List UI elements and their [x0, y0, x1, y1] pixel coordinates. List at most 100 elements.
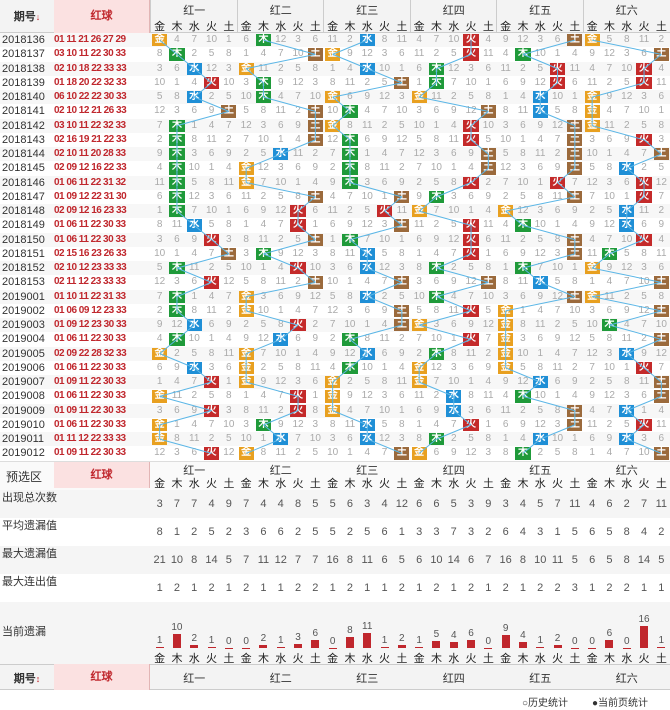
miss-count: 1: [468, 376, 474, 387]
stat-value: 1: [381, 582, 388, 594]
preselect-element[interactable]: 木: [171, 478, 183, 490]
miss-count: 2: [416, 347, 422, 359]
stat-row: [0, 518, 670, 547]
element-mark: 木: [342, 361, 358, 374]
preselect-element[interactable]: 金: [327, 478, 339, 490]
preselect-element[interactable]: 土: [569, 478, 581, 490]
element-mark: 火: [636, 233, 652, 246]
preselect-group-6: 红六: [615, 465, 638, 477]
issue-header[interactable]: 期号↓: [0, 8, 54, 24]
miss-count: 5: [156, 262, 163, 273]
preselect-element[interactable]: 火: [552, 478, 564, 490]
preselect-element[interactable]: 火: [465, 478, 477, 490]
miss-count: 11: [448, 133, 459, 145]
element-mark: 土: [307, 119, 323, 132]
preselect-element[interactable]: 木: [344, 478, 356, 490]
preselect-element[interactable]: 水: [361, 478, 373, 490]
miss-count: 8: [277, 319, 284, 330]
current-miss-bar: [190, 645, 199, 648]
preselect-element[interactable]: 土: [396, 478, 408, 490]
current-miss-value: 4: [450, 630, 457, 642]
miss-count: 5: [381, 76, 388, 88]
element-mark: 金: [584, 262, 600, 275]
issue-number: 2018139: [2, 76, 45, 89]
miss-count: 3: [450, 361, 457, 373]
stat-value: 5: [537, 498, 544, 510]
preselect-element[interactable]: 火: [638, 478, 650, 490]
miss-count: 5: [260, 148, 267, 159]
miss-count: 8: [658, 119, 665, 131]
preselect-element[interactable]: 水: [188, 478, 200, 490]
miss-count: 11: [500, 62, 511, 74]
preselect-element[interactable]: 木: [430, 478, 442, 490]
current-miss-value: 1: [277, 634, 284, 646]
miss-count: 9: [520, 76, 526, 88]
footer-issue-label[interactable]: 期号↕: [13, 673, 41, 685]
current-miss-value: 1: [381, 634, 388, 646]
element-mark: 木: [169, 48, 185, 61]
history-stats-option[interactable]: ○历史统计: [522, 698, 569, 709]
stat-value: 2: [467, 582, 475, 594]
miss-count: 10: [534, 219, 546, 231]
preselect-element[interactable]: 金: [154, 478, 166, 490]
miss-count: 9: [277, 247, 284, 259]
preselect-element[interactable]: 火: [292, 478, 304, 490]
preselect-element[interactable]: 水: [621, 478, 633, 490]
preselect-element[interactable]: 水: [534, 478, 546, 490]
miss-count: 7: [381, 447, 388, 459]
preselect-element[interactable]: 水: [275, 478, 287, 490]
miss-count: 6: [364, 304, 371, 316]
miss-count: 9: [347, 48, 353, 60]
stat-value: 5: [364, 526, 371, 538]
miss-count: 8: [537, 190, 544, 202]
preselect-element[interactable]: 火: [379, 478, 391, 490]
preselect-element[interactable]: 火: [206, 478, 218, 490]
element-mark: 水: [186, 361, 202, 374]
miss-count: 12: [534, 247, 546, 259]
miss-count: 2: [520, 62, 526, 74]
miss-count: 1: [364, 319, 371, 330]
miss-count: 12: [223, 276, 235, 288]
miss-count: 6: [554, 205, 561, 216]
miss-count: 10: [257, 133, 269, 145]
miss-count: 4: [191, 418, 198, 430]
page-stats-option[interactable]: ●当前页统计: [592, 698, 649, 709]
preselect-element[interactable]: 金: [586, 478, 598, 490]
miss-count: 1: [623, 190, 630, 202]
element-mark: 木: [428, 62, 445, 75]
preselect-element[interactable]: 金: [500, 478, 512, 490]
miss-count: 6: [156, 361, 163, 373]
miss-count: 7: [589, 361, 595, 373]
preselect-element[interactable]: 水: [448, 478, 460, 490]
stat-value: 1: [225, 582, 232, 594]
miss-count: 6: [416, 233, 422, 245]
stat-value: 1: [191, 582, 198, 594]
preselect-element[interactable]: 金: [240, 478, 252, 490]
miss-count: 2: [208, 91, 215, 102]
element-mark: 火: [463, 119, 479, 132]
miss-count: 3: [260, 290, 267, 302]
stat-value: 7: [294, 554, 302, 566]
current-miss-bar: [259, 645, 268, 648]
preselect-element[interactable]: 土: [655, 478, 667, 490]
element-mark: 金: [325, 390, 341, 403]
preselect-element[interactable]: 金: [413, 478, 425, 490]
preselect-element[interactable]: 木: [257, 478, 269, 490]
preselect-group-2: 红二: [269, 465, 292, 477]
element-header: 木: [257, 21, 269, 33]
preselect-element[interactable]: 木: [517, 478, 529, 490]
miss-count: 5: [485, 133, 492, 145]
miss-count: 11: [638, 376, 650, 387]
miss-count: 8: [416, 433, 422, 444]
preselect-element[interactable]: 土: [223, 478, 235, 490]
current-miss-bar: [328, 648, 337, 649]
preselect-element[interactable]: 土: [309, 478, 321, 490]
miss-count: 5: [364, 376, 371, 387]
preselect-element[interactable]: 木: [603, 478, 615, 490]
element-mark: 火: [463, 233, 479, 246]
stat-element: 木: [517, 653, 529, 665]
miss-count: 9: [260, 376, 267, 387]
miss-count: 5: [364, 205, 371, 216]
miss-count: 4: [381, 148, 388, 159]
preselect-element[interactable]: 土: [482, 478, 494, 490]
